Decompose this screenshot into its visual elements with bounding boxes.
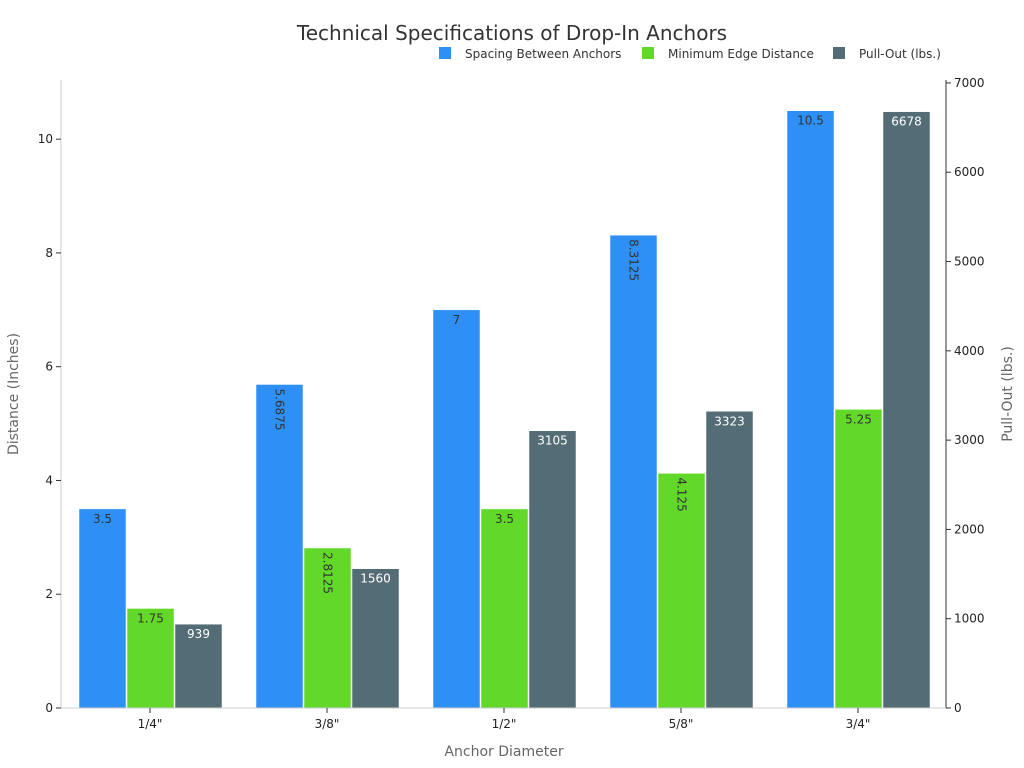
data-label: 3323 xyxy=(714,414,745,428)
y2-tick-label: 1000 xyxy=(954,612,985,626)
bar xyxy=(786,110,835,709)
legend-label: Minimum Edge Distance xyxy=(668,47,814,61)
y2-tick-label: 3000 xyxy=(954,433,985,447)
bar xyxy=(351,568,400,709)
bar xyxy=(174,623,223,709)
data-label: 3.5 xyxy=(495,512,514,526)
data-label: 6678 xyxy=(891,115,922,129)
legend-label: Pull-Out (lbs.) xyxy=(859,47,941,61)
x-tick-label: 1/4" xyxy=(138,717,163,731)
bar xyxy=(834,409,883,709)
y-tick-label: 10 xyxy=(38,132,53,146)
y-tick-label: 6 xyxy=(45,360,53,374)
bar xyxy=(705,411,754,709)
axes: 0 2 4 6 8 10 0 1000 2000 3000 4000 5000 6000 7000 1/4"… xyxy=(38,76,985,731)
x-tick-label: 1/2" xyxy=(492,717,517,731)
x-tick-label: 3/8" xyxy=(315,717,340,731)
data-label: 3.5 xyxy=(93,512,112,526)
data-label: 3105 xyxy=(537,434,568,448)
bar xyxy=(882,111,931,709)
y-tick-label: 8 xyxy=(45,246,53,260)
chart-title: Technical Specifications of Drop-In Anch… xyxy=(296,21,727,45)
data-label: 2.8125 xyxy=(321,552,335,594)
bar xyxy=(432,309,481,709)
y2-axis-label: Pull-Out (lbs.) xyxy=(1000,346,1016,442)
legend-swatch xyxy=(439,47,451,59)
data-label: 1560 xyxy=(360,572,391,586)
legend-item: Spacing Between Anchors xyxy=(439,47,621,61)
bar xyxy=(255,384,304,709)
data-label: 939 xyxy=(187,627,210,641)
x-axis-label: Anchor Diameter xyxy=(444,744,563,760)
legend-swatch xyxy=(642,47,654,59)
bars: 3.5 1.75 939 5.6875 2.8125 1560 7 3.5 3105 8.3125… xyxy=(78,110,931,709)
data-label: 4.125 xyxy=(675,477,689,511)
bar xyxy=(609,234,658,709)
data-label: 5.6875 xyxy=(273,388,287,430)
data-label: 10.5 xyxy=(797,114,824,128)
bar xyxy=(657,473,706,709)
data-label: 8.3125 xyxy=(627,239,641,281)
bar xyxy=(303,547,352,709)
y2-tick-label: 7000 xyxy=(954,76,985,90)
bar xyxy=(480,508,529,709)
legend-swatch xyxy=(833,47,845,59)
x-tick-label: 5/8" xyxy=(669,717,694,731)
y-tick-label: 0 xyxy=(45,701,53,715)
y-axis-label: Distance (Inches) xyxy=(6,333,22,455)
legend-label: Spacing Between Anchors xyxy=(465,47,621,61)
data-label: 7 xyxy=(453,313,461,327)
legend: Spacing Between Anchors Minimum Edge Dist… xyxy=(439,47,941,61)
y-tick-label: 4 xyxy=(45,473,53,487)
y2-tick-label: 5000 xyxy=(954,255,985,269)
y2-tick-label: 2000 xyxy=(954,522,985,536)
y-tick-label: 2 xyxy=(45,587,53,601)
y2-tick-label: 4000 xyxy=(954,344,985,358)
y2-tick-label: 6000 xyxy=(954,165,985,179)
bar xyxy=(78,508,127,709)
legend-item: Pull-Out (lbs.) xyxy=(833,47,941,61)
bar xyxy=(126,608,175,709)
bar xyxy=(528,430,577,709)
legend-item: Minimum Edge Distance xyxy=(642,47,814,61)
y2-tick-label: 0 xyxy=(954,701,962,715)
x-tick-label: 3/4" xyxy=(846,717,871,731)
data-label: 5.25 xyxy=(845,412,872,426)
data-label: 1.75 xyxy=(137,611,164,625)
